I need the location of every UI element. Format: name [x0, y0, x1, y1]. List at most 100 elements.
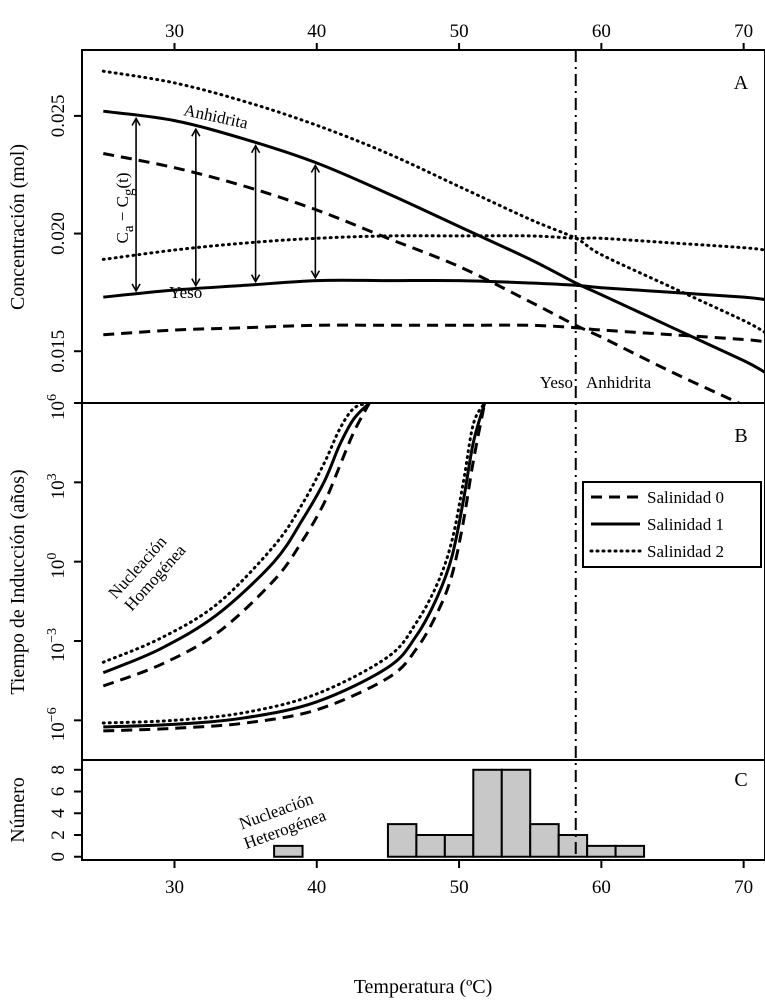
- histogram-bars: [273, 768, 646, 858]
- b-y-tick-base-1: 10: [48, 643, 69, 662]
- cg-time: (t): [113, 173, 132, 189]
- panel-c-y-axis: 0 2 4 6 8: [48, 765, 82, 861]
- arrow-head-bottom-2: [191, 278, 201, 288]
- x-axis-bottom: 30 40 50 60 70: [165, 860, 753, 898]
- panel-a-y-axis: 0.015 0.020 0.025: [48, 95, 82, 373]
- b-y-tick-exp-0: −6: [45, 707, 60, 722]
- histogram-bar-3: [443, 834, 475, 858]
- left-region-label: Yeso: [540, 373, 573, 392]
- x-top-tick-label-50: 50: [450, 21, 469, 42]
- c-y-tick-label-0: 0: [48, 852, 69, 862]
- heterogeneous-label: Nucleación Heterogénea: [236, 789, 328, 853]
- c-y-tick-label-6: 6: [48, 787, 69, 797]
- panel-a-frame: [81, 49, 765, 404]
- curve-yeso-salinidad-0: [103, 323, 765, 344]
- curve-heterogenea-salinidad-1: [103, 403, 487, 729]
- panel-c-y-title: Número: [7, 777, 29, 843]
- curve-anhidrita-salinidad-2: [101, 69, 765, 334]
- b-y-tick-label-3: 103: [45, 473, 69, 499]
- panel-b-y-title: Tiempo de Inducción (años): [7, 469, 29, 694]
- curve-anhidrita-salinidad-0: [103, 152, 743, 403]
- x-top-tick-label-70: 70: [734, 21, 753, 42]
- panel-c: C: [273, 768, 748, 858]
- histogram-bar-5: [500, 768, 532, 858]
- curve-heterogenea-salinidad-0: [103, 403, 487, 733]
- b-y-tick-base-2: 10: [48, 560, 69, 579]
- arrow-head-bottom-1: [131, 283, 141, 293]
- arrow-head-top-4: [310, 163, 321, 173]
- x-top-tick-label-60: 60: [592, 21, 611, 42]
- x-bottom-tick-label-60: 60: [592, 877, 611, 898]
- cg-symbol: C: [113, 196, 132, 207]
- panel-c-frame: [81, 759, 765, 861]
- x-axis-top: 30 40 50 60 70: [165, 21, 753, 50]
- homogeneous-label: Nucleación Homogénea: [104, 532, 189, 615]
- x-top-tick-label-30: 30: [165, 21, 184, 42]
- ca-symbol: C: [113, 232, 132, 243]
- panel-a-letter: A: [734, 72, 749, 94]
- histogram-bar-7: [557, 834, 589, 858]
- legend-label-2: Salinidad 2: [647, 542, 724, 561]
- histogram-bar-0: [273, 844, 304, 858]
- legend-items: Salinidad 0 Salinidad 1 Salinidad 2: [589, 488, 724, 561]
- arrow-head-bottom-3: [250, 274, 261, 284]
- histogram-bar-9: [614, 844, 646, 858]
- panel-a: Anhidrita Yeso Ca − Cg(t) Yeso Anhidrita…: [101, 69, 765, 403]
- panel-b-curves: [101, 403, 487, 733]
- arrow-head-bottom-4: [310, 270, 321, 280]
- curve-yeso-salinidad-2: [101, 234, 765, 261]
- x-bottom-tick-label-30: 30: [165, 877, 184, 898]
- b-y-tick-label-1: 10−3: [45, 628, 69, 662]
- c-y-tick-label-4: 4: [48, 808, 69, 818]
- b-y-tick-label-4: 106: [45, 394, 69, 420]
- curve-homogenea-salinidad-2: [101, 403, 371, 664]
- b-y-tick-exp-4: 6: [45, 394, 60, 401]
- right-region-label: Anhidrita: [586, 373, 652, 392]
- gypsum-label: Yeso: [169, 283, 202, 302]
- b-y-tick-base-4: 10: [48, 401, 69, 420]
- arrow-head-top-1: [131, 116, 141, 126]
- histogram-bar-4: [472, 768, 503, 858]
- b-y-tick-label-2: 100: [45, 553, 69, 579]
- panel-b-letter: B: [734, 425, 747, 447]
- histogram-bar-8: [586, 844, 617, 858]
- ca-subscript: a: [121, 225, 137, 232]
- panel-b-frame: [81, 402, 765, 761]
- a-y-tick-label-2: 0.025: [48, 95, 69, 138]
- x-bottom-tick-label-50: 50: [450, 877, 469, 898]
- panel-a-arrows: [131, 116, 321, 293]
- supersaturation-label: Ca − Cg(t): [113, 173, 137, 244]
- minus-sign: −: [113, 207, 132, 225]
- anhydrite-label: Anhidrita: [182, 100, 250, 132]
- x-top-tick-label-40: 40: [307, 21, 326, 42]
- a-y-tick-label-0: 0.015: [48, 330, 69, 373]
- histogram-bar-2: [415, 834, 446, 858]
- legend: Salinidad 0 Salinidad 1 Salinidad 2: [582, 481, 762, 568]
- panel-a-y-title: Concentración (mol): [7, 144, 29, 310]
- x-bottom-tick-label-70: 70: [734, 877, 753, 898]
- cg-subscript: g: [121, 188, 137, 196]
- x-axis-title: Temperatura (ºC): [354, 976, 493, 998]
- b-y-tick-exp-1: −3: [45, 628, 60, 643]
- arrow-head-top-2: [191, 127, 201, 137]
- curve-heterogenea-salinidad-2: [101, 403, 487, 725]
- curve-homogenea-salinidad-0: [102, 403, 371, 688]
- b-y-tick-base-3: 10: [48, 480, 69, 499]
- c-y-tick-label-8: 8: [48, 765, 69, 775]
- panel-b: Nucleación Homogénea Nucleación Heterogé…: [101, 403, 762, 853]
- c-y-tick-label-2: 2: [48, 830, 69, 840]
- curve-yeso-salinidad-1: [103, 278, 765, 301]
- histogram-bar-1: [386, 823, 418, 858]
- curve-homogenea-salinidad-1: [102, 403, 371, 675]
- b-y-tick-base-0: 10: [48, 722, 69, 741]
- curve-anhidrita-salinidad-1: [103, 109, 765, 374]
- arrow-head-top-3: [250, 144, 261, 154]
- legend-label-0: Salinidad 0: [647, 488, 724, 507]
- b-y-tick-label-0: 10−6: [45, 707, 69, 741]
- x-bottom-tick-label-40: 40: [307, 877, 326, 898]
- panel-a-curves: [101, 69, 765, 403]
- b-y-tick-exp-3: 3: [45, 473, 60, 480]
- a-y-tick-label-1: 0.020: [48, 212, 69, 255]
